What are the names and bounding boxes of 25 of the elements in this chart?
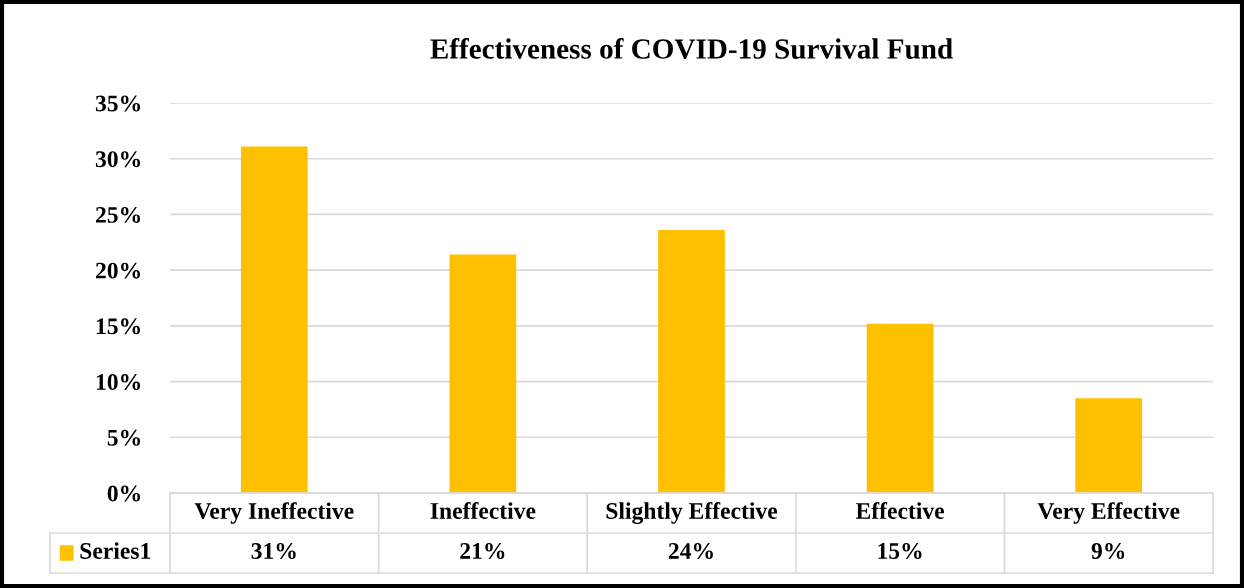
chart-title: Effectiveness of COVID-19 Survival Fund (430, 38, 953, 59)
y-tick-label: 0% (107, 485, 141, 502)
data-label: 9% (1091, 542, 1125, 559)
y-tick-label: 10% (96, 374, 141, 391)
bar (658, 230, 725, 493)
y-tick-label: 25% (95, 206, 141, 223)
y-tick-label: 20% (95, 262, 141, 279)
data-label: 31% (251, 542, 296, 559)
bar (240, 146, 308, 493)
x-tick-label: Ineffective (430, 502, 536, 519)
data-label: 15% (878, 542, 922, 559)
y-tick-label: 5% (107, 429, 141, 446)
y-tick-label: 30% (95, 151, 141, 168)
bar (1075, 398, 1143, 493)
y-tick-label: 15% (96, 318, 141, 335)
bar (866, 323, 934, 493)
data-label: 21% (460, 542, 505, 559)
bar (449, 254, 517, 493)
legend-label: Series1 (80, 542, 151, 559)
y-tick-label: 35% (95, 95, 141, 112)
x-tick-label: Very Effective (1037, 502, 1180, 524)
x-tick-label: Effective (855, 502, 945, 519)
data-label: 24% (668, 542, 713, 559)
x-tick-label: Very Ineffective (194, 502, 354, 524)
x-tick-label: Slightly Effective (606, 502, 778, 524)
